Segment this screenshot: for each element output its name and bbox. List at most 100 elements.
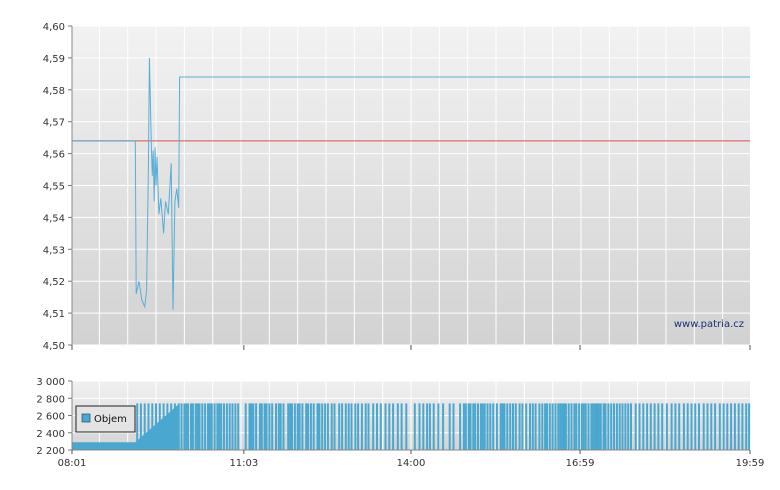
volume-bar bbox=[649, 403, 652, 450]
volume-bar bbox=[597, 403, 600, 450]
volume-bar bbox=[318, 403, 321, 450]
price-y-tick-label: 4,51 bbox=[43, 309, 65, 320]
volume-bar bbox=[469, 403, 472, 450]
volume-bar bbox=[559, 403, 562, 450]
volume-bar bbox=[624, 403, 627, 450]
volume-bar bbox=[271, 403, 274, 450]
volume-bar bbox=[722, 403, 725, 450]
legend-label: Objem bbox=[94, 414, 127, 425]
volume-bar bbox=[372, 403, 375, 450]
volume-bar bbox=[483, 403, 486, 450]
volume-bar bbox=[748, 403, 751, 450]
volume-bar bbox=[686, 403, 689, 450]
volume-bar bbox=[521, 403, 524, 450]
volume-bar bbox=[231, 403, 234, 450]
volume-bar bbox=[428, 403, 431, 450]
volume-bar bbox=[198, 403, 201, 450]
volume-bar bbox=[324, 403, 327, 450]
volume-bar bbox=[477, 403, 479, 450]
volume-bar bbox=[506, 403, 509, 450]
volume-bar bbox=[275, 403, 277, 450]
volume-bar bbox=[578, 403, 581, 450]
price-y-axis: 4,50 4,51 4,52 4,53 4,54 4,55 4,56 4,57 4,58 4,59… bbox=[43, 22, 73, 352]
price-series-line bbox=[72, 57, 750, 310]
volume-bar bbox=[706, 403, 709, 450]
volume-bar bbox=[472, 403, 475, 450]
price-x-ticks bbox=[71, 345, 751, 350]
volume-y-tick-label: 2 600 bbox=[36, 412, 65, 423]
volume-bar bbox=[225, 403, 228, 450]
volume-bar bbox=[661, 403, 664, 450]
volume-bar bbox=[621, 403, 624, 450]
price-panel: 4,50 4,51 4,52 4,53 4,54 4,55 4,56 4,57 4,58 4,59… bbox=[43, 22, 751, 352]
volume-bar bbox=[570, 403, 573, 450]
volume-bar bbox=[187, 403, 190, 450]
volume-bar bbox=[307, 403, 310, 450]
volume-bar bbox=[139, 403, 142, 450]
volume-bar bbox=[514, 403, 517, 450]
volume-bar bbox=[702, 403, 705, 450]
volume-y-tick-label: 3 000 bbox=[36, 377, 65, 388]
volume-bar bbox=[201, 403, 204, 450]
volume-bar bbox=[305, 403, 308, 450]
volume-bar bbox=[252, 403, 255, 450]
volume-bar bbox=[213, 403, 216, 450]
volume-bar bbox=[418, 403, 421, 450]
volume-bar bbox=[316, 403, 319, 450]
volume-bar bbox=[615, 403, 618, 450]
volume-bar bbox=[190, 403, 192, 450]
volume-bar bbox=[745, 403, 748, 450]
volume-bar bbox=[690, 403, 693, 450]
volume-y-tick-label: 2 800 bbox=[36, 394, 65, 405]
volume-bar bbox=[481, 403, 484, 450]
volume-bar bbox=[350, 403, 353, 450]
volume-bar bbox=[338, 403, 341, 450]
volume-bar bbox=[223, 403, 225, 450]
volume-bar bbox=[422, 403, 425, 450]
volume-bar bbox=[354, 403, 357, 450]
volume-bar bbox=[486, 403, 489, 450]
volume-bar bbox=[330, 403, 333, 450]
volume-bar bbox=[177, 403, 180, 450]
volume-bar bbox=[538, 403, 541, 450]
volume-bar bbox=[665, 403, 668, 450]
volume-bar bbox=[263, 403, 266, 450]
volume-bar bbox=[546, 403, 548, 450]
price-grid bbox=[72, 25, 750, 346]
volume-bar bbox=[452, 403, 455, 450]
volume-bar bbox=[670, 403, 673, 450]
volume-bar bbox=[459, 403, 462, 450]
price-y-tick-label: 4,55 bbox=[43, 182, 65, 193]
volume-bar bbox=[166, 403, 169, 450]
price-y-tick-label: 4,56 bbox=[43, 150, 65, 161]
volume-bar bbox=[301, 403, 304, 450]
volume-bar bbox=[396, 403, 399, 450]
volume-bar bbox=[173, 403, 176, 450]
volume-bar bbox=[726, 403, 729, 450]
volume-bar bbox=[495, 403, 498, 450]
volume-bar bbox=[437, 403, 440, 450]
volume-bar bbox=[162, 403, 165, 450]
volume-bar bbox=[367, 403, 370, 450]
volume-bar bbox=[613, 403, 615, 450]
volume-bar bbox=[602, 403, 605, 450]
price-y-tick-label: 4,53 bbox=[43, 245, 65, 256]
volume-bar bbox=[293, 403, 296, 450]
volume-bar bbox=[218, 403, 221, 450]
volume-bar bbox=[244, 403, 247, 450]
volume-y-axis: 2 200 2 400 2 600 2 800 3 000 bbox=[36, 377, 73, 457]
volume-bars bbox=[136, 403, 751, 450]
volume-bar bbox=[544, 403, 547, 450]
volume-bar bbox=[492, 403, 495, 450]
volume-bar bbox=[204, 403, 207, 450]
volume-bar bbox=[518, 403, 521, 450]
volume-bar bbox=[282, 403, 285, 450]
volume-bar bbox=[158, 403, 161, 450]
volume-bar bbox=[698, 403, 700, 450]
volume-bar bbox=[594, 403, 597, 450]
volume-bar bbox=[563, 403, 565, 450]
volume-bar bbox=[737, 403, 740, 450]
volume-bar bbox=[191, 403, 194, 450]
volume-bar bbox=[587, 403, 590, 450]
